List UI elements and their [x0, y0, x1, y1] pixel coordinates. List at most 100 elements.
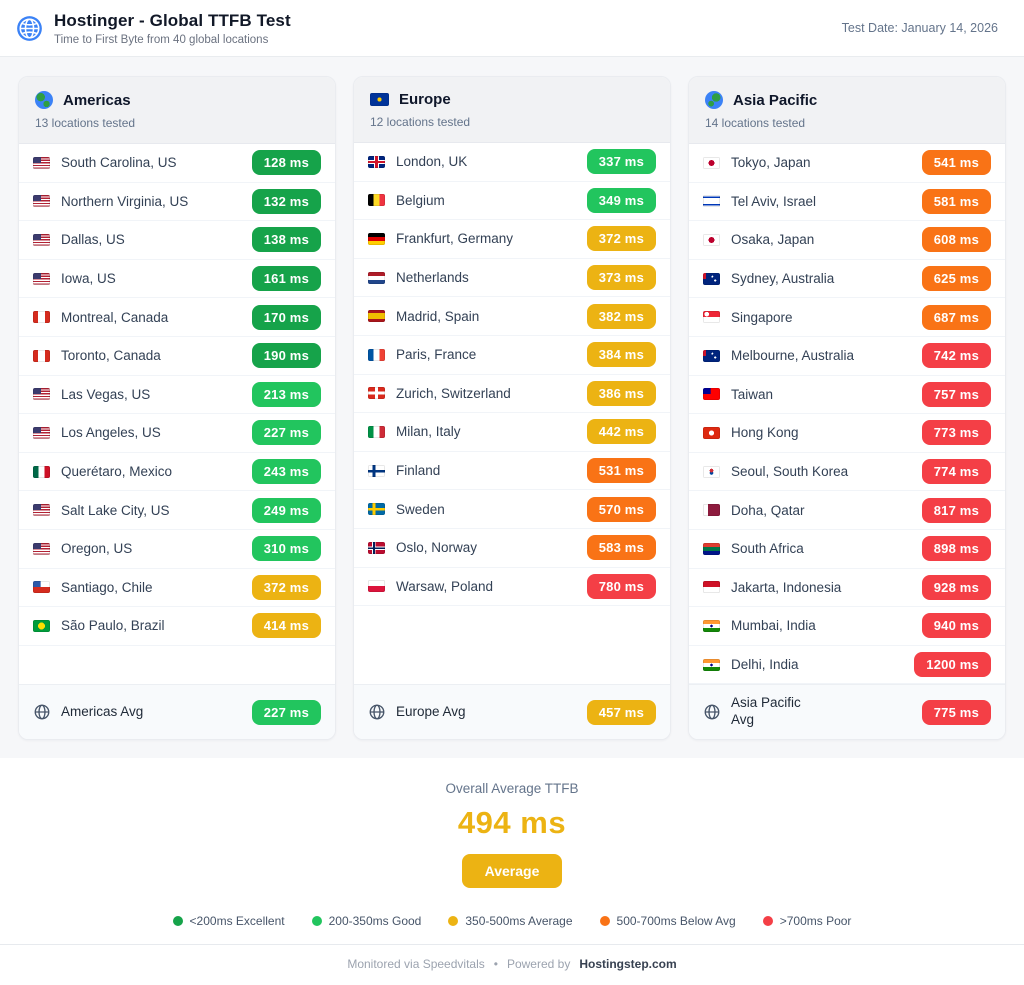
- location-name: Iowa, US: [61, 271, 116, 287]
- ttfb-badge: 227 ms: [251, 420, 321, 446]
- location-name: Querétaro, Mexico: [61, 464, 173, 480]
- flag-icon-il: [703, 195, 720, 208]
- region-name: Americas: [63, 91, 131, 109]
- location-name: Madrid, Spain: [396, 308, 480, 324]
- flag-icon-us: [33, 272, 50, 285]
- legend: <200ms Excellent 200-350ms Good 350-500ms …: [0, 894, 1024, 945]
- ttfb-badge: 128 ms: [251, 150, 321, 176]
- legend-label: 350-500ms Average: [465, 914, 573, 929]
- region-locations-count: 14 locations tested: [705, 116, 806, 130]
- location-name: South Africa: [731, 541, 804, 557]
- location-name: Jakarta, Indonesia: [731, 579, 842, 595]
- flag-icon-fi: [368, 464, 385, 477]
- location-row: Finland 531 ms: [354, 452, 670, 491]
- globe-icon: [17, 15, 42, 41]
- region-card-asia-pacific: Asia Pacific 14 locations tested Tokyo, …: [688, 76, 1006, 741]
- location-row: Northern Virginia, US 132 ms: [19, 183, 335, 222]
- location-row: Madrid, Spain 382 ms: [354, 297, 670, 336]
- ttfb-badge: 940 ms: [921, 613, 991, 639]
- region-average-badge: 227 ms: [251, 699, 321, 725]
- monitored-text: Monitored via Speedvitals: [347, 957, 485, 972]
- legend-item-poor: >700ms Poor: [762, 914, 852, 929]
- location-row: Doha, Qatar 817 ms: [689, 491, 1005, 530]
- location-list: Tokyo, Japan 541 ms Tel Aviv, Israel 581 ms…: [689, 144, 1005, 685]
- flag-icon-mx: [33, 465, 50, 478]
- location-name: London, UK: [396, 154, 468, 170]
- location-name: South Carolina, US: [61, 155, 177, 171]
- ttfb-badge: 442 ms: [586, 419, 656, 445]
- flag-icon-in: [703, 619, 720, 632]
- location-row: South Africa 898 ms: [689, 530, 1005, 569]
- location-row: Seoul, South Korea 774 ms: [689, 453, 1005, 492]
- ttfb-badge: 213 ms: [251, 381, 321, 407]
- flag-icon-us: [33, 504, 50, 517]
- ttfb-badge: 170 ms: [251, 304, 321, 330]
- ttfb-badge: 310 ms: [251, 536, 321, 562]
- location-name: Las Vegas, US: [61, 386, 151, 402]
- flag-icon-se: [368, 503, 385, 516]
- location-row: Iowa, US 161 ms: [19, 260, 335, 299]
- ttfb-badge: 817 ms: [921, 497, 991, 523]
- location-name: Oregon, US: [61, 541, 133, 557]
- ttfb-badge: 625 ms: [921, 266, 991, 292]
- region-average-badge: 775 ms: [921, 699, 991, 725]
- flag-icon-za: [703, 542, 720, 555]
- ttfb-badge: 757 ms: [921, 381, 991, 407]
- brand: Hostinger - Global TTFB Test Time to Fir…: [16, 11, 291, 46]
- legend-label: >700ms Poor: [779, 914, 852, 929]
- flag-icon-us: [33, 156, 50, 169]
- flag-icon-in: [703, 658, 720, 671]
- flag-icon-be: [368, 194, 385, 207]
- ttfb-badge: 372 ms: [586, 226, 656, 252]
- region-card-europe: Europe 12 locations tested London, UK 337…: [353, 76, 671, 741]
- ttfb-badge: 161 ms: [251, 266, 321, 292]
- location-row: Los Angeles, US 227 ms: [19, 414, 335, 453]
- region-header: Europe 12 locations tested: [354, 77, 670, 143]
- flag-eu-icon: [370, 93, 389, 106]
- location-row: Santiago, Chile 372 ms: [19, 569, 335, 608]
- hostingstep-link[interactable]: Hostingstep.com: [579, 957, 677, 972]
- location-row: Netherlands 373 ms: [354, 259, 670, 298]
- location-row: Taiwan 757 ms: [689, 376, 1005, 415]
- ttfb-badge: 384 ms: [586, 342, 656, 368]
- location-list: London, UK 337 ms Belgium 349 ms Frankfurt, …: [354, 143, 670, 684]
- location-row: Jakarta, Indonesia 928 ms: [689, 569, 1005, 608]
- ttfb-badge: 780 ms: [586, 573, 656, 599]
- location-name: Finland: [396, 463, 441, 479]
- location-row: Oslo, Norway 583 ms: [354, 529, 670, 568]
- location-row: Melbourne, Australia 742 ms: [689, 337, 1005, 376]
- location-name: Sydney, Australia: [731, 271, 835, 287]
- flag-icon-id: [703, 581, 720, 594]
- flag-icon-us: [33, 195, 50, 208]
- flag-icon-tw: [703, 388, 720, 401]
- legend-dot-icon: [599, 916, 610, 927]
- location-name: Santiago, Chile: [61, 579, 153, 595]
- legend-dot-icon: [172, 916, 183, 927]
- legend-label: 200-350ms Good: [328, 914, 422, 929]
- legend-dot-icon: [311, 916, 322, 927]
- location-name: Toronto, Canada: [61, 348, 161, 364]
- location-name: Mumbai, India: [731, 618, 816, 634]
- region-average-label: Europe Avg: [396, 703, 466, 719]
- ttfb-badge: 373 ms: [586, 265, 656, 291]
- ttfb-badge: 382 ms: [586, 303, 656, 329]
- location-name: Sweden: [396, 501, 445, 517]
- ttfb-badge: 138 ms: [251, 227, 321, 253]
- globe-outline-icon: [704, 704, 720, 720]
- test-date: Test Date: January 14, 2026: [841, 21, 998, 35]
- legend-dot-icon: [448, 916, 459, 927]
- flag-icon-nl: [368, 271, 385, 284]
- legend-label: 500-700ms Below Avg: [616, 914, 736, 929]
- location-name: Doha, Qatar: [731, 502, 805, 518]
- overall-summary: Overall Average TTFB 494 ms Average: [0, 758, 1024, 895]
- flag-icon-jp: [703, 156, 720, 169]
- location-row: Sweden 570 ms: [354, 490, 670, 529]
- location-name: Northern Virginia, US: [61, 193, 189, 209]
- region-average-badge: 457 ms: [586, 699, 656, 725]
- location-name: Warsaw, Poland: [396, 578, 494, 594]
- location-name: Montreal, Canada: [61, 309, 169, 325]
- location-name: Oslo, Norway: [396, 540, 478, 556]
- legend-item-average: 350-500ms Average: [448, 914, 573, 929]
- location-row: Tel Aviv, Israel 581 ms: [689, 183, 1005, 222]
- region-name: Europe: [399, 91, 451, 108]
